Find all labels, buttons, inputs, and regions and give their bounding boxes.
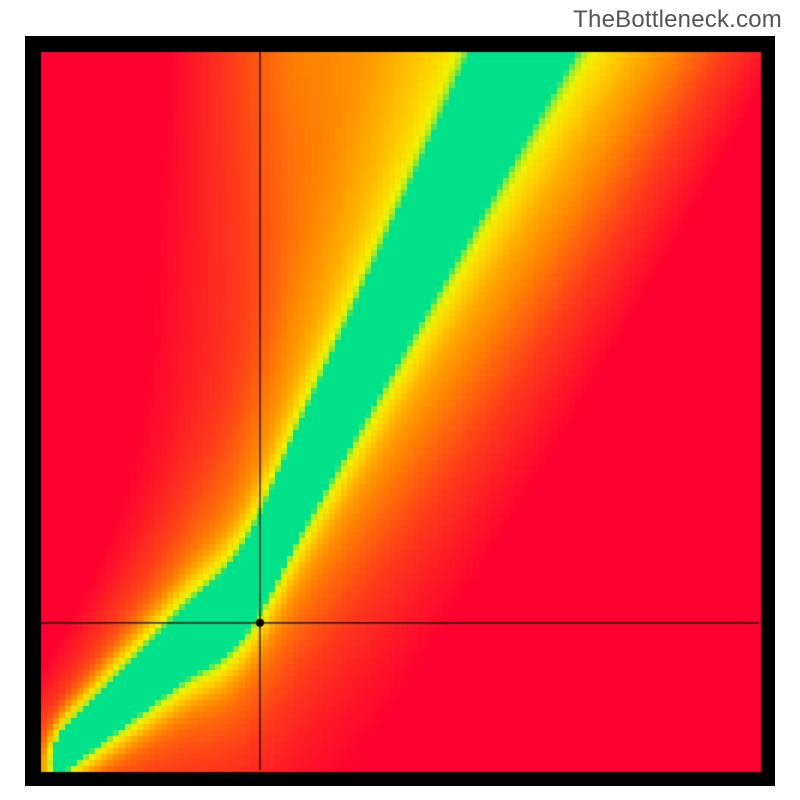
heatmap-canvas bbox=[25, 36, 775, 786]
root: TheBottleneck.com bbox=[0, 0, 800, 800]
heatmap-frame bbox=[25, 36, 775, 786]
watermark-text: TheBottleneck.com bbox=[573, 6, 782, 34]
